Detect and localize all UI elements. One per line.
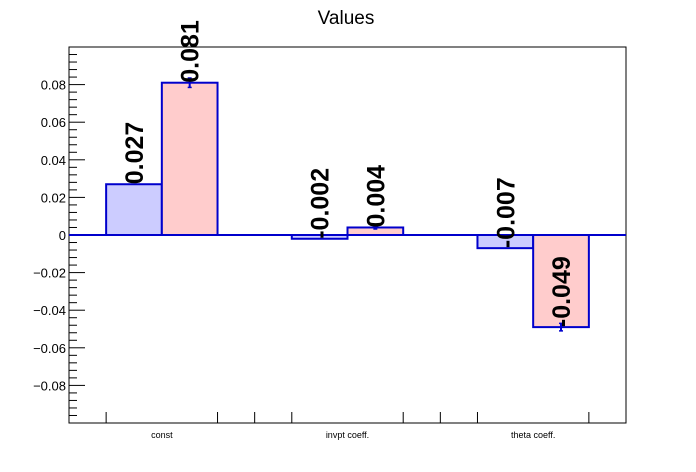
y-tick-label: −0.06 — [33, 341, 66, 356]
bar-value-label: -0.007 — [492, 177, 520, 248]
bar-value-label: -0.002 — [307, 168, 335, 239]
error-bars — [187, 77, 564, 332]
axis-ticks — [68, 54, 627, 423]
bar — [105, 183, 163, 237]
y-tick-labels: −0.08 −0.06 −0.04 −0.02 0 0.02 0.04 0.06 0.08 — [33, 78, 66, 394]
y-tick-label: 0.04 — [41, 153, 66, 168]
x-category-label: invpt coeff. — [326, 430, 369, 440]
x-category-labels: const invpt coeff. theta coeff. — [151, 430, 555, 440]
bar — [160, 81, 219, 236]
bars — [105, 81, 590, 329]
y-tick-label: 0 — [59, 228, 66, 243]
y-tick-label: 0.08 — [41, 78, 66, 93]
chart-title: Values — [318, 8, 375, 29]
bar-value-label: -0.049 — [548, 256, 576, 327]
x-category-label: const — [151, 430, 173, 440]
bar-value-label: 0.004 — [362, 165, 390, 228]
y-tick-label: −0.02 — [33, 266, 66, 281]
x-category-label: theta coeff. — [511, 430, 555, 440]
bar-value-label: 0.027 — [121, 122, 149, 185]
bar-value-label: 0.081 — [177, 20, 205, 83]
y-tick-label: −0.04 — [33, 303, 66, 318]
value-labels: 0.027 -0.002 -0.007 0.081 0.004 -0.049 — [121, 20, 576, 327]
y-tick-label: 0.02 — [41, 190, 66, 205]
y-tick-label: −0.08 — [33, 378, 66, 393]
y-tick-label: 0.06 — [41, 115, 66, 130]
